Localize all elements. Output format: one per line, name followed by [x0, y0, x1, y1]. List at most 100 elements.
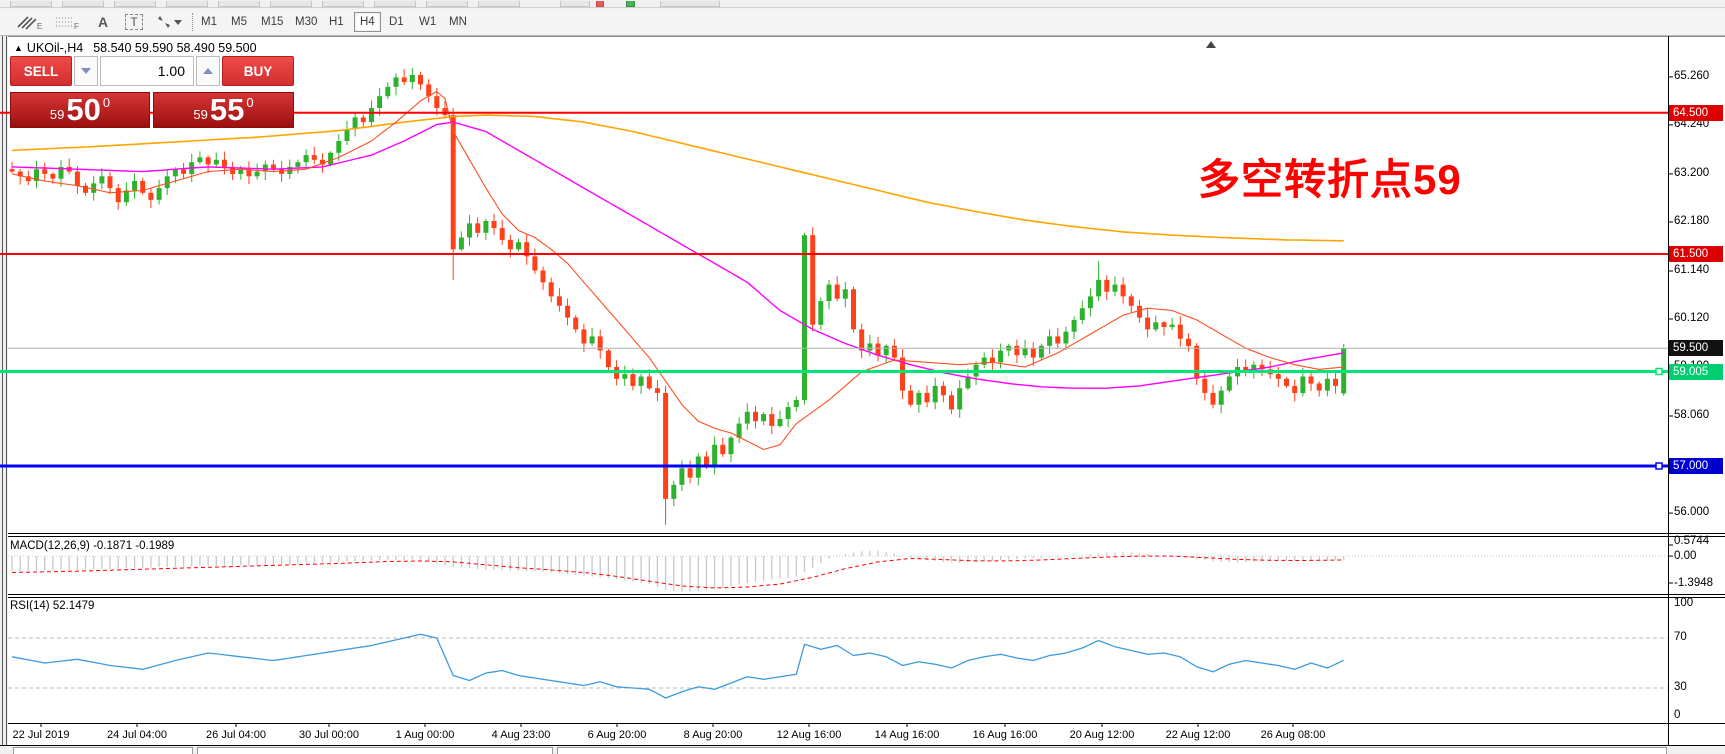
- caret-down-icon: [81, 68, 91, 74]
- price-tick-label: 60.120: [1674, 312, 1710, 324]
- toolbar-separator: [192, 13, 193, 31]
- timeframe-h4[interactable]: H4: [354, 12, 381, 32]
- volume-decrease-button[interactable]: [74, 56, 98, 86]
- price-tick-label: 58.060: [1674, 409, 1710, 421]
- up-triangle-icon: ▲: [14, 43, 23, 53]
- volume-increase-button[interactable]: [196, 56, 220, 86]
- toolbar-fragment: [62, 1, 104, 7]
- toolbar-fragment: [10, 1, 52, 7]
- toolbar-fragment: [478, 1, 520, 7]
- toolbar-fragment: [166, 1, 208, 7]
- time-axis-label: 30 Jul 00:00: [299, 729, 359, 741]
- timeframe-m1[interactable]: M1: [201, 16, 217, 28]
- clipped-bottom-tabs: [0, 746, 1725, 754]
- text-label-icon[interactable]: A: [97, 14, 109, 30]
- pane-divider[interactable]: [0, 597, 1725, 598]
- buy-price-sup: 0: [246, 95, 254, 110]
- text-box-icon[interactable]: T: [120, 11, 148, 33]
- toolbar-fragment: [114, 1, 156, 7]
- quote-ohlc: 58.540 59.590 58.490 59.500: [93, 41, 257, 55]
- dropdown-caret-icon: [173, 19, 182, 25]
- rsi-indicator-label: RSI(14) 52.1479: [10, 600, 95, 612]
- icon-sub-label: E: [36, 21, 43, 31]
- macd-axis-label: -1.3948: [1674, 577, 1714, 589]
- toolbar-fragment: [270, 1, 312, 7]
- chart-title: ▲ UKOil-,H4 58.540 59.590 58.490 59.500: [14, 41, 257, 55]
- time-axis-label: 24 Jul 04:00: [107, 729, 167, 741]
- timeframe-m15[interactable]: M15: [261, 16, 284, 28]
- icon-sub-label: F: [74, 21, 79, 31]
- rsi-axis-label: 0: [1674, 709, 1681, 721]
- buy-price-prefix: 59: [193, 107, 208, 122]
- sell-button[interactable]: SELL: [10, 56, 72, 86]
- pane-border: [0, 723, 1725, 724]
- time-axis-label: 14 Aug 16:00: [874, 729, 940, 741]
- chart-shift-marker-icon: [1206, 41, 1216, 48]
- bottom-tab-fragment[interactable]: [557, 747, 1667, 754]
- timeframe-w1[interactable]: W1: [419, 16, 437, 28]
- caret-up-icon: [203, 68, 213, 74]
- toolbar-fragment: [560, 1, 590, 7]
- buy-button[interactable]: BUY: [222, 56, 294, 86]
- pane-border: [0, 745, 1725, 746]
- bottom-tab-fragment[interactable]: [13, 747, 193, 754]
- left-edge-strip: [0, 36, 8, 745]
- toolbar-fragment: [322, 1, 364, 7]
- toolbar-fragment: [660, 1, 720, 7]
- bottom-tab-fragment[interactable]: [197, 747, 553, 754]
- price-badge-57.000: 57.000: [1669, 458, 1723, 474]
- chart-window: [0, 36, 1725, 746]
- timeframe-h1[interactable]: H1: [329, 16, 344, 28]
- grid-icon[interactable]: F: [52, 11, 82, 33]
- time-axis-label: 22 Jul 2019: [12, 729, 70, 741]
- timeframe-mn[interactable]: MN: [449, 16, 467, 28]
- volume-input[interactable]: [100, 56, 194, 86]
- price-badge-61.500: 61.500: [1669, 246, 1723, 262]
- price-tick-label: 62.180: [1674, 215, 1710, 227]
- pane-border: [0, 533, 1725, 534]
- timeframe-m30[interactable]: M30: [295, 16, 318, 28]
- buy-price-big: 55: [209, 92, 245, 127]
- symbol-name: UKOil-,H4: [26, 41, 84, 55]
- time-axis-label: 1 Aug 00:00: [395, 729, 455, 741]
- one-click-trading-panel: SELL BUY 59 50 0 59 55 0: [10, 56, 294, 128]
- red-icon-fragment: [596, 1, 604, 7]
- clipped-upper-toolbar: [0, 0, 1725, 8]
- time-axis-label: 20 Aug 12:00: [1069, 729, 1135, 741]
- time-axis-label: 4 Aug 23:00: [491, 729, 551, 741]
- price-axis-border: [1668, 36, 1669, 745]
- macd-axis-label: 0.00: [1674, 550, 1697, 562]
- rsi-axis-label: 70: [1674, 631, 1687, 643]
- timeframe-d1[interactable]: D1: [389, 16, 404, 28]
- toolbar-fragment: [374, 1, 416, 7]
- time-axis-label: 12 Aug 16:00: [776, 729, 842, 741]
- timeframe-m5[interactable]: M5: [231, 16, 247, 28]
- arrows-dropdown-icon[interactable]: [150, 11, 188, 33]
- rsi-axis-label: 30: [1674, 681, 1687, 693]
- time-axis-label: 26 Jul 04:00: [206, 729, 266, 741]
- sell-price-sup: 0: [102, 95, 111, 110]
- macd-axis-label: 0.5744: [1674, 535, 1710, 547]
- price-badge-59.500: 59.500: [1669, 340, 1723, 356]
- buy-price-panel[interactable]: 59 55 0: [153, 92, 294, 128]
- price-tick-label: 65.260: [1674, 70, 1710, 82]
- text-box-glyph: T: [125, 14, 143, 30]
- price-tick-label: 61.140: [1674, 264, 1710, 276]
- time-axis-label: 26 Aug 08:00: [1260, 729, 1326, 741]
- time-axis-label: 16 Aug 16:00: [972, 729, 1038, 741]
- time-axis-label: 8 Aug 20:00: [683, 729, 743, 741]
- sell-price-panel[interactable]: 59 50 0: [10, 92, 150, 128]
- sell-price-big: 50: [66, 92, 101, 127]
- indicator-hatch-icon[interactable]: E: [14, 11, 44, 33]
- price-badge-59.005: 59.005: [1669, 364, 1723, 380]
- price-badge-64.500: 64.500: [1669, 105, 1723, 121]
- price-tick-label: 56.000: [1674, 506, 1710, 518]
- green-icon-fragment: [626, 1, 635, 7]
- pane-border: [0, 594, 1725, 595]
- macd-indicator-label: MACD(12,26,9) -0.1871 -0.1989: [10, 540, 175, 552]
- chart-text-annotation: 多空转折点59: [1198, 156, 1462, 203]
- toolbar-fragment: [218, 1, 260, 7]
- price-tick-label: 63.200: [1674, 167, 1710, 179]
- pane-divider[interactable]: [0, 536, 1725, 537]
